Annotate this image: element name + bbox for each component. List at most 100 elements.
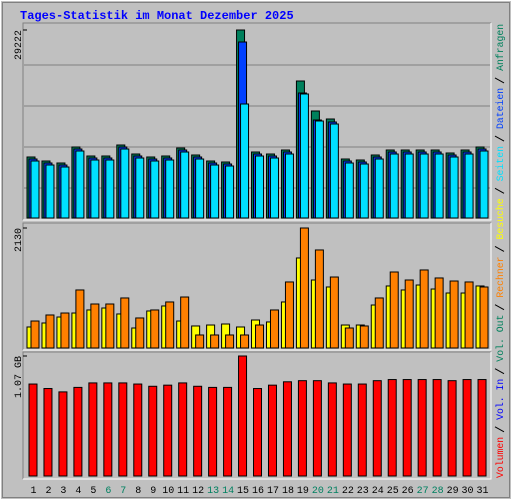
bar <box>299 93 309 219</box>
bar <box>404 279 414 349</box>
bar <box>210 164 220 219</box>
bar <box>479 286 489 349</box>
bar <box>269 157 279 219</box>
bar <box>432 379 442 477</box>
bar <box>195 158 205 219</box>
bar <box>225 334 235 349</box>
bar <box>193 385 203 477</box>
x-tick-label: 10 <box>162 486 174 497</box>
bar <box>88 382 98 477</box>
x-tick-label: 27 <box>417 486 429 497</box>
bar <box>284 153 294 219</box>
bar <box>150 160 160 219</box>
legend: Volumen Vol. In Vol. Out Rechner Besuche Seit… <box>494 24 506 478</box>
bar <box>299 227 309 349</box>
bar <box>90 303 100 349</box>
x-tick-label: 6 <box>105 486 111 497</box>
legend-label: Rechner <box>495 256 506 297</box>
x-tick-label: 19 <box>297 486 309 497</box>
bar <box>402 379 412 477</box>
bar <box>419 269 429 349</box>
x-tick-label: 31 <box>477 486 489 497</box>
x-tick-label: 16 <box>252 486 264 497</box>
x-tick-label: 2 <box>45 486 51 497</box>
bar <box>255 155 265 219</box>
bar <box>344 162 354 219</box>
y-tick-label: 2130 <box>14 228 25 252</box>
bar <box>240 334 250 349</box>
legend-separator <box>494 77 505 84</box>
legend-label: Anfragen <box>495 24 506 71</box>
bar <box>464 153 474 219</box>
bar <box>58 391 68 477</box>
bar <box>120 297 130 349</box>
bar <box>389 271 399 349</box>
x-tick-label: 17 <box>267 486 279 497</box>
bar <box>314 120 324 219</box>
bar <box>43 388 53 477</box>
bar <box>75 150 85 219</box>
bar <box>150 309 160 349</box>
x-tick-label: 22 <box>342 486 354 497</box>
x-tick-label: 13 <box>207 486 219 497</box>
y-tick-label: 29222 <box>14 30 25 60</box>
bar <box>314 249 324 349</box>
bar <box>282 381 292 477</box>
bar <box>387 379 397 477</box>
bar <box>357 383 367 477</box>
y-tick-label: 1.07 GB <box>14 356 25 398</box>
legend-separator <box>494 426 505 433</box>
bar <box>359 325 369 349</box>
bar <box>178 382 188 477</box>
bar <box>327 382 337 477</box>
bar <box>238 355 248 477</box>
legend-label: Vol. Out <box>495 315 506 362</box>
panel-frames <box>22 22 492 480</box>
legend-label: Volumen <box>495 437 506 478</box>
bar <box>374 158 384 219</box>
bar <box>372 380 382 477</box>
bar <box>329 276 339 349</box>
bar <box>312 380 322 477</box>
x-tick-label: 15 <box>237 486 249 497</box>
x-tick-label: 3 <box>60 486 66 497</box>
legend-label: Seiten <box>495 146 506 181</box>
bar <box>342 383 352 477</box>
bar <box>105 159 115 219</box>
x-tick-label: 5 <box>90 486 96 497</box>
legend-separator <box>494 246 505 252</box>
bar <box>28 383 38 477</box>
bar <box>208 386 218 477</box>
bar <box>255 324 265 349</box>
bar <box>118 382 128 477</box>
bar <box>434 153 444 219</box>
bar <box>464 281 474 349</box>
x-tick-label: 28 <box>432 486 444 497</box>
bar <box>419 153 429 219</box>
bar <box>148 385 158 477</box>
bar <box>434 277 444 349</box>
bar <box>267 384 277 477</box>
bar <box>297 380 307 477</box>
bar <box>389 153 399 219</box>
bar <box>90 159 100 219</box>
bar <box>105 303 115 349</box>
x-tick-label: 12 <box>192 486 204 497</box>
bar <box>133 383 143 477</box>
x-tick-label: 9 <box>150 486 156 497</box>
x-tick-label: 29 <box>447 486 459 497</box>
bar <box>135 317 145 349</box>
legend-separator <box>494 304 505 311</box>
x-tick-label: 26 <box>402 486 414 497</box>
bar <box>103 382 113 477</box>
bar <box>165 159 175 219</box>
bar <box>417 379 427 477</box>
bar <box>45 164 55 219</box>
bar <box>210 334 220 349</box>
bar <box>195 334 205 349</box>
bar <box>223 386 233 477</box>
bar <box>73 386 83 477</box>
bar <box>479 150 489 219</box>
